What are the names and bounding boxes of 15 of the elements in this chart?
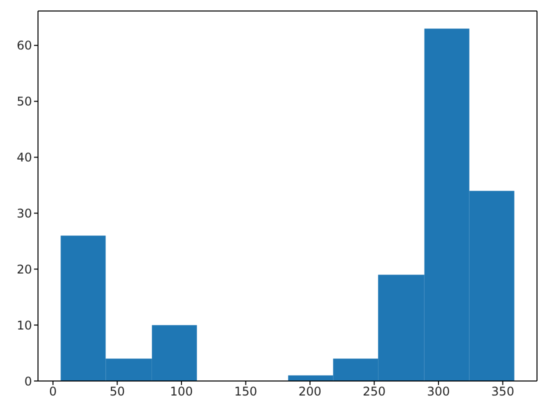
y-tick-label: 40: [16, 150, 32, 165]
y-tick-label: 50: [16, 94, 32, 109]
x-tick-label: 150: [234, 384, 258, 399]
y-tick-label: 0: [24, 374, 32, 388]
y-tick-label: 20: [16, 262, 32, 276]
y-tick-label: 10: [16, 318, 32, 332]
y-tick-label: 60: [16, 38, 32, 53]
x-tick-label: 200: [298, 384, 322, 399]
x-tick-label: 250: [362, 384, 386, 399]
x-tick-label: 350: [491, 384, 514, 399]
x-tick-label: 0: [49, 384, 57, 399]
x-tick-label: 100: [170, 384, 193, 399]
x-tick-label: 50: [110, 384, 125, 399]
y-tick-label: 30: [16, 206, 32, 220]
x-tick-label: 300: [427, 384, 450, 399]
